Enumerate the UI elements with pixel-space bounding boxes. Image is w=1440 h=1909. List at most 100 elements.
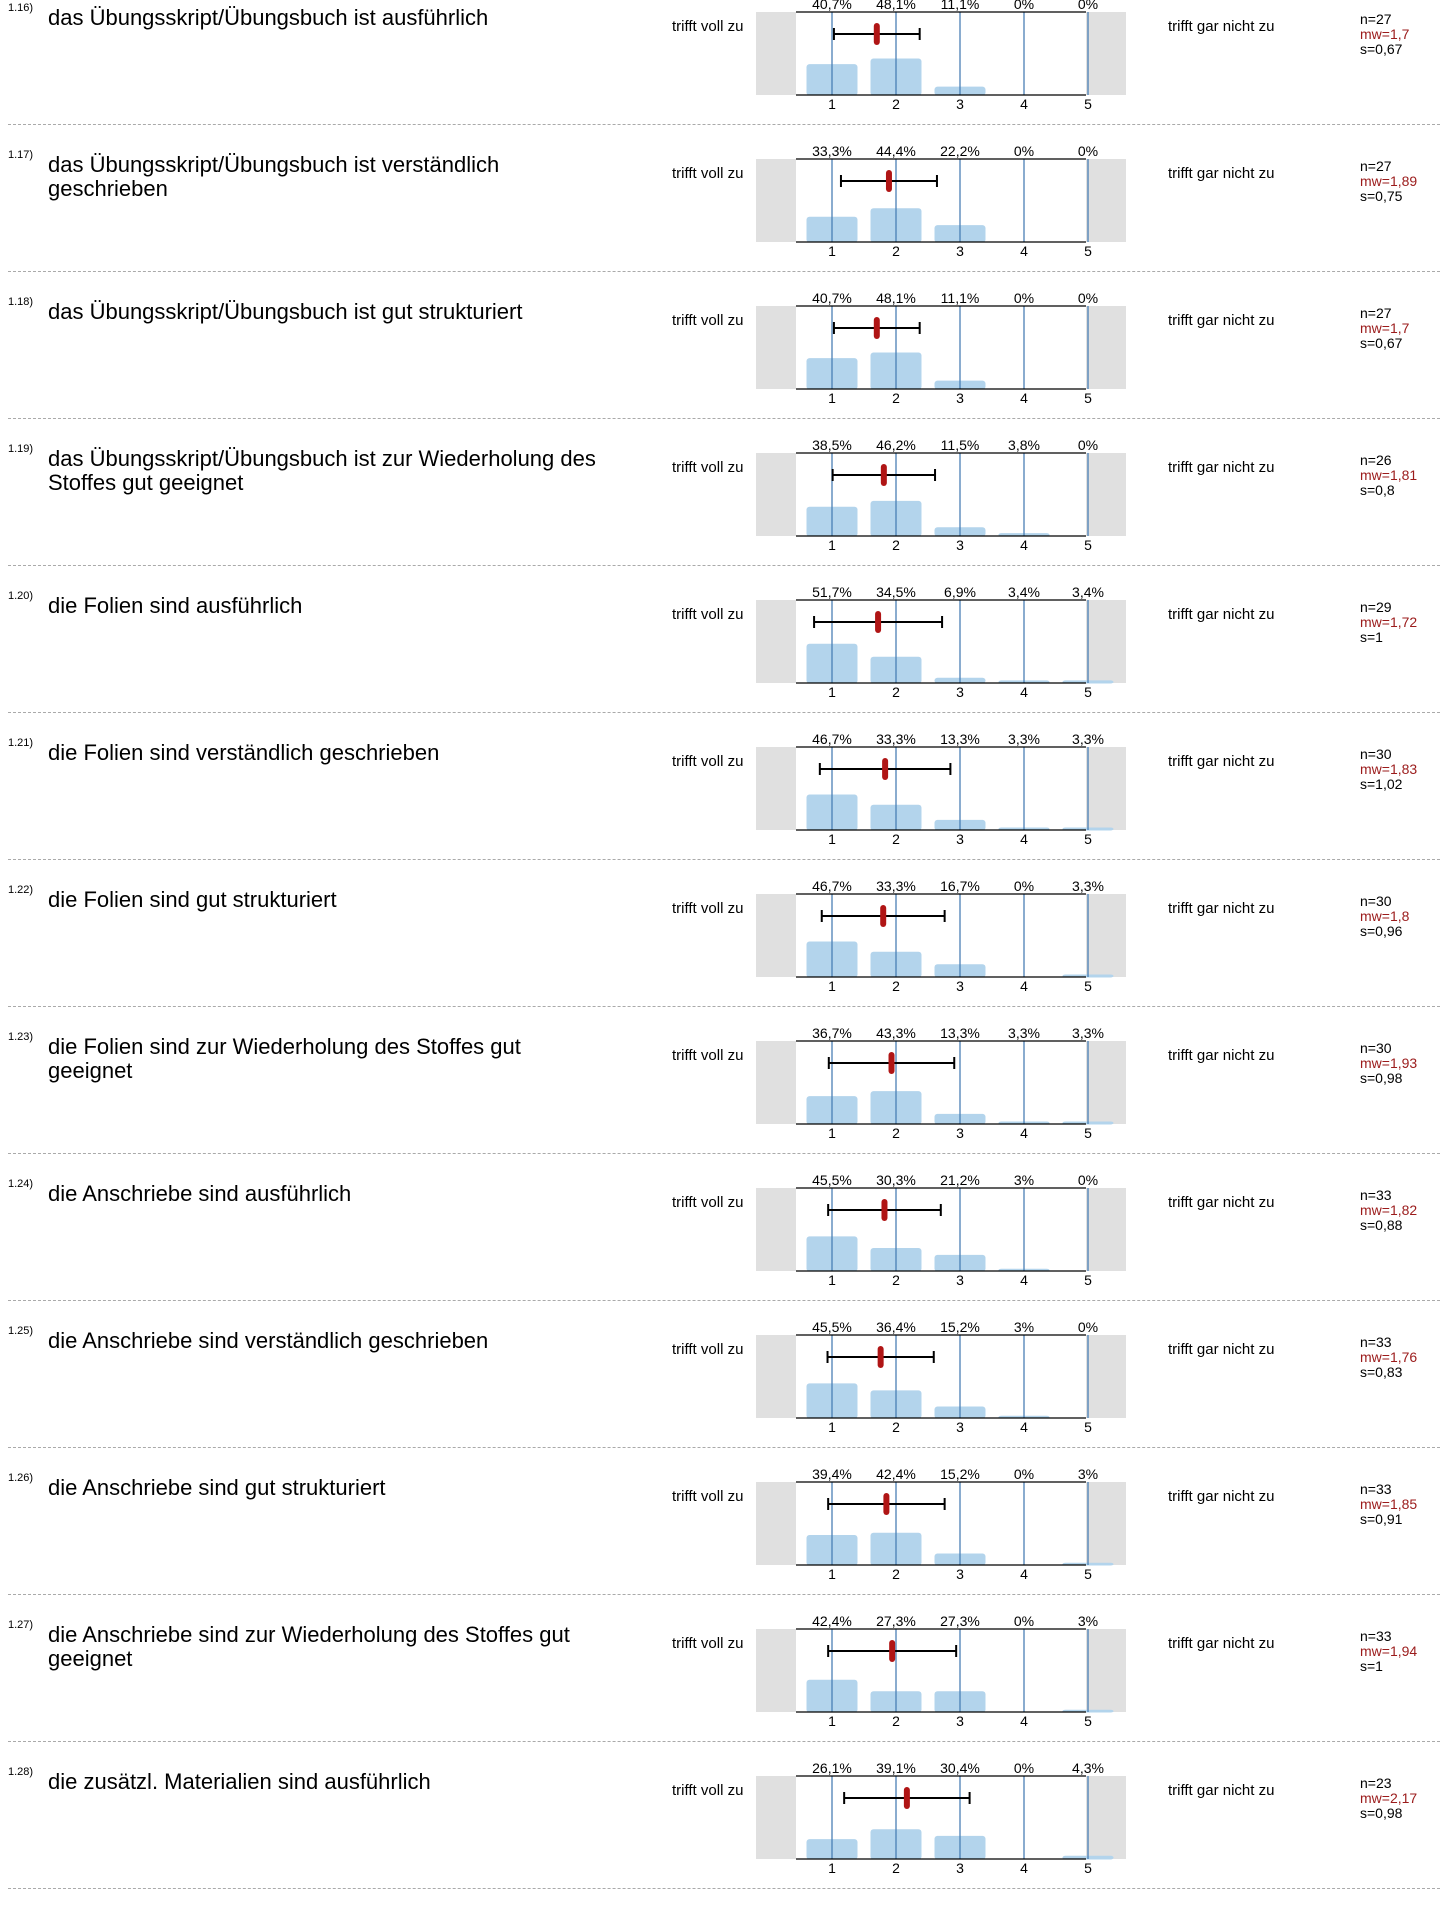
mean-marker [874,23,880,45]
stat-mean: mw=1,7 [1360,27,1409,42]
stat-n: n=30 [1360,747,1417,762]
percent-label: 48,1% [876,290,916,306]
tick-label: 3 [956,684,964,700]
statistics: n=26 mw=1,81 s=0,8 [1360,453,1417,498]
row-separator [8,1006,1440,1007]
stat-mean: mw=1,81 [1360,468,1417,483]
stat-n: n=27 [1360,306,1409,321]
tick-label: 4 [1020,96,1028,112]
stat-mean: mw=1,83 [1360,762,1417,777]
question-number: 1.22) [8,884,33,896]
tick-label: 2 [892,978,900,994]
statistics: n=27 mw=1,7 s=0,67 [1360,12,1409,57]
side-box-left [756,306,796,389]
tick-label: 1 [828,537,836,553]
question-number: 1.28) [8,1766,33,1778]
row-separator [8,859,1440,860]
percent-label: 0% [1078,437,1098,453]
statistics: n=27 mw=1,7 s=0,67 [1360,306,1409,351]
percent-label: 22,2% [940,143,980,159]
stat-n: n=27 [1360,12,1409,27]
percent-label: 13,3% [940,1025,980,1041]
side-box-right [1086,894,1126,977]
statistics: n=33 mw=1,76 s=0,83 [1360,1335,1417,1380]
mean-marker [883,1493,889,1515]
mean-marker [881,1199,887,1221]
response-distribution-chart: 38,5% 46,2% 11,5% 3,8% 0% 1 2 3 4 5 [756,439,1126,559]
percent-label: 39,1% [876,1760,916,1776]
percent-label: 42,4% [812,1613,852,1629]
response-distribution-chart: 42,4% 27,3% 27,3% 0% 3% 1 2 3 4 5 [756,1615,1126,1735]
percent-label: 0% [1078,0,1098,12]
percent-label: 42,4% [876,1466,916,1482]
stat-sd: s=0,96 [1360,924,1409,939]
stat-mean: mw=1,85 [1360,1497,1417,1512]
tick-label: 2 [892,1419,900,1435]
scale-right-label: trifft gar nicht zu [1168,1194,1274,1211]
percent-label: 15,2% [940,1466,980,1482]
stat-n: n=30 [1360,894,1409,909]
question-text: das Übungsskript/Übungsbuch ist ausführl… [48,6,608,30]
scale-left-label: trifft voll zu [672,753,743,770]
side-box-left [756,600,796,683]
percent-label: 0% [1078,1172,1098,1188]
response-distribution-chart: 45,5% 36,4% 15,2% 3% 0% 1 2 3 4 5 [756,1321,1126,1441]
mean-marker [882,758,888,780]
response-distribution-chart: 51,7% 34,5% 6,9% 3,4% 3,4% 1 2 3 4 5 [756,586,1126,706]
tick-label: 5 [1084,1860,1092,1876]
tick-label: 3 [956,1125,964,1141]
stat-sd: s=0,83 [1360,1365,1417,1380]
scale-right-label: trifft gar nicht zu [1168,1047,1274,1064]
stat-n: n=33 [1360,1188,1417,1203]
row-separator [8,1447,1440,1448]
tick-label: 5 [1084,537,1092,553]
scale-left-label: trifft voll zu [672,1488,743,1505]
tick-label: 5 [1084,831,1092,847]
tick-label: 3 [956,1419,964,1435]
scale-left-label: trifft voll zu [672,606,743,623]
row-separator [8,1594,1440,1595]
statistics: n=30 mw=1,8 s=0,96 [1360,894,1409,939]
question-number: 1.17) [8,149,33,161]
stat-n: n=33 [1360,1482,1417,1497]
tick-label: 5 [1084,243,1092,259]
stat-mean: mw=1,76 [1360,1350,1417,1365]
percent-label: 33,3% [876,731,916,747]
tick-label: 3 [956,1713,964,1729]
question-row: 1.27) die Anschriebe sind zur Wiederholun… [0,1615,1440,1762]
percent-label: 34,5% [876,584,916,600]
scale-right-label: trifft gar nicht zu [1168,165,1274,182]
scale-right-label: trifft gar nicht zu [1168,18,1274,35]
side-box-left [756,1335,796,1418]
scale-left-label: trifft voll zu [672,1635,743,1652]
side-box-left [756,453,796,536]
tick-label: 1 [828,1419,836,1435]
percent-label: 3% [1014,1319,1034,1335]
tick-label: 4 [1020,978,1028,994]
stat-sd: s=1 [1360,630,1417,645]
tick-label: 3 [956,243,964,259]
statistics: n=29 mw=1,72 s=1 [1360,600,1417,645]
question-text: die Folien sind ausführlich [48,594,608,618]
statistics: n=23 mw=2,17 s=0,98 [1360,1776,1417,1821]
percent-label: 0% [1014,1466,1034,1482]
percent-label: 3,3% [1072,878,1104,894]
tick-label: 5 [1084,1419,1092,1435]
side-box-left [756,747,796,830]
tick-label: 5 [1084,1713,1092,1729]
mean-marker [875,611,881,633]
percent-label: 39,4% [812,1466,852,1482]
question-text: die Folien sind verständlich geschrieben [48,741,608,765]
side-box-left [756,159,796,242]
question-text: die Anschriebe sind gut strukturiert [48,1476,608,1500]
question-row: 1.28) die zusätzl. Materialien sind ausfü… [0,1762,1440,1909]
question-row: 1.25) die Anschriebe sind verständlich ge… [0,1321,1440,1468]
tick-label: 1 [828,390,836,406]
tick-label: 5 [1084,1272,1092,1288]
mean-marker [889,1640,895,1662]
percent-label: 33,3% [812,143,852,159]
side-box-left [756,1188,796,1271]
statistics: n=33 mw=1,94 s=1 [1360,1629,1417,1674]
tick-label: 3 [956,537,964,553]
percent-label: 40,7% [812,0,852,12]
